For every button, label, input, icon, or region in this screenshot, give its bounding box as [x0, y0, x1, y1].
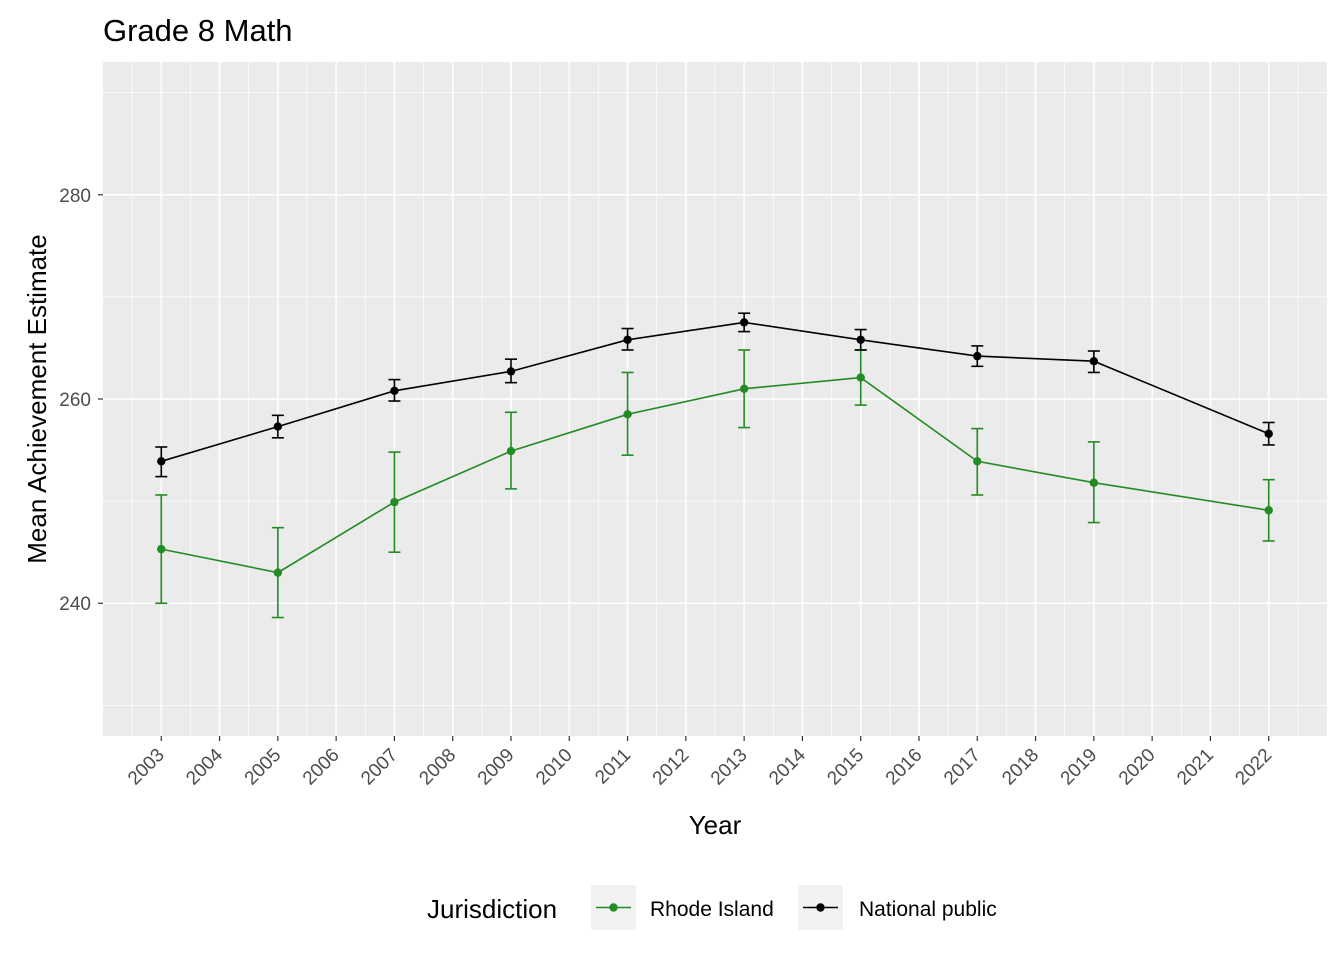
data-point	[157, 544, 166, 554]
data-point	[973, 457, 982, 466]
x-tick-label: 2009	[474, 745, 519, 790]
data-point	[273, 568, 283, 577]
data-point	[739, 318, 749, 327]
x-tick-label: 2010	[532, 745, 577, 790]
major-gridlines	[103, 62, 1327, 736]
series-line	[161, 376, 1269, 574]
y-tick-label: 260	[59, 390, 91, 411]
data-point	[1264, 429, 1273, 438]
data-point	[1089, 357, 1099, 366]
series-rhode-island	[155, 349, 1275, 619]
legend-key-point	[816, 903, 825, 912]
x-tick-label: 2013	[707, 745, 752, 790]
data-point	[157, 457, 166, 466]
legend-title: Jurisdiction	[427, 894, 557, 924]
data-point	[506, 367, 516, 376]
series-national-public	[155, 312, 1275, 478]
x-tick-label: 2011	[591, 745, 635, 789]
x-tick-label: 2015	[824, 745, 869, 790]
series-layer	[155, 312, 1275, 619]
x-axis: 2003 2004 2005 2006 2007 2008 2009 2010 2011 2012…	[124, 736, 1276, 789]
data-point	[623, 335, 632, 344]
x-tick-label: 2019	[1057, 745, 1102, 790]
x-tick-label: 2018	[998, 745, 1043, 790]
x-tick-label: 2007	[357, 745, 402, 790]
data-point	[1089, 478, 1099, 487]
x-tick-label: 2022	[1232, 745, 1277, 790]
y-tick-label: 280	[59, 186, 91, 207]
y-tick-label: 240	[59, 594, 91, 615]
data-point	[506, 446, 516, 456]
x-tick-label: 2020	[1115, 745, 1160, 790]
data-point	[973, 351, 982, 361]
data-point	[390, 386, 399, 396]
legend-label: National public	[859, 898, 997, 921]
x-axis-title: Year	[689, 810, 742, 840]
x-tick-label: 2005	[241, 745, 286, 790]
data-point	[273, 422, 283, 431]
data-point	[1264, 506, 1273, 515]
data-point	[856, 373, 865, 382]
chart-title: Grade 8 Math	[103, 13, 293, 48]
x-tick-label: 2021	[1173, 745, 1218, 790]
x-tick-label: 2008	[416, 745, 461, 790]
series-line	[161, 321, 1270, 463]
x-tick-label: 2004	[182, 744, 227, 789]
y-axis-title: Mean Achievement Estimate	[22, 234, 52, 564]
legend: Jurisdiction Rhode Island National public	[427, 885, 997, 930]
legend-key-point	[609, 903, 618, 912]
x-tick-label: 2003	[124, 745, 169, 790]
y-axis: 240 260 280	[59, 186, 103, 615]
x-tick-label: 2017	[940, 745, 985, 790]
x-tick-label: 2014	[765, 744, 810, 789]
data-point	[856, 335, 865, 344]
data-point	[623, 410, 632, 419]
x-tick-label: 2006	[299, 745, 344, 790]
data-point	[390, 497, 399, 507]
data-point	[739, 384, 749, 393]
x-tick-label: 2012	[649, 745, 694, 790]
legend-label: Rhode Island	[650, 898, 774, 921]
x-tick-label: 2016	[882, 745, 927, 790]
